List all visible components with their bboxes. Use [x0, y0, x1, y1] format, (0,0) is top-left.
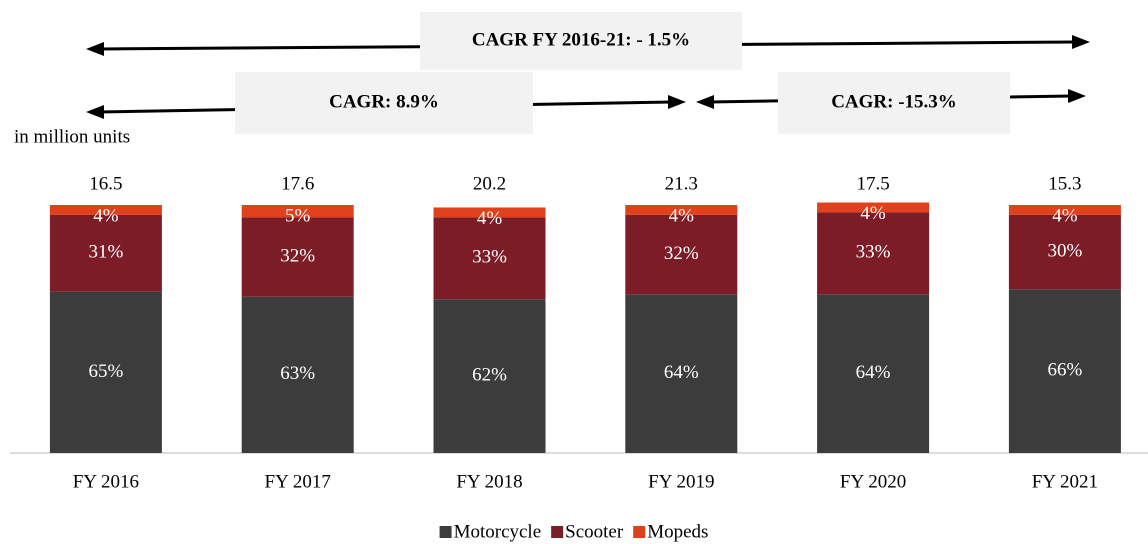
x-tick-label: FY 2019	[648, 471, 714, 492]
bar-segment	[433, 207, 546, 218]
bar-segment	[433, 299, 546, 453]
total-label: 21.3	[665, 173, 698, 194]
bar-segment	[625, 205, 738, 215]
bar-segment	[49, 214, 162, 292]
bar-segment	[433, 217, 546, 300]
total-label: 17.6	[281, 173, 314, 194]
x-tick-label: FY 2017	[265, 471, 331, 492]
x-tick-label: FY 2021	[1032, 471, 1098, 492]
x-tick-label: FY 2016	[73, 471, 139, 492]
data-label: 33%	[856, 242, 891, 263]
legend-swatch	[551, 526, 564, 538]
data-label: 63%	[280, 363, 315, 384]
legend-swatch	[439, 526, 452, 538]
arrow-head	[86, 35, 1090, 119]
legend-label: Scooter	[565, 521, 624, 542]
data-label: 65%	[88, 361, 123, 382]
bar-segment	[1008, 289, 1121, 453]
legend: Motorcycle Scooter Mopeds	[439, 521, 708, 542]
legend-label: Mopeds	[647, 521, 708, 542]
data-label: 32%	[664, 243, 699, 264]
bar-segment	[625, 294, 738, 453]
annotation: CAGR: 8.9%	[329, 91, 439, 112]
annotation-box	[778, 72, 1010, 134]
data-label: 64%	[856, 362, 891, 383]
x-tick-label: FY 2018	[456, 471, 522, 492]
bar-segment	[49, 205, 162, 215]
data-label: 32%	[280, 245, 315, 266]
total-label: 20.2	[473, 173, 506, 194]
total-label: 17.5	[856, 173, 889, 194]
bar-segment	[817, 212, 930, 295]
bar-segment	[1008, 205, 1121, 215]
bar-segment	[625, 214, 738, 295]
data-label: 64%	[664, 362, 699, 383]
bar-segment	[49, 291, 162, 453]
legend-swatch	[633, 526, 646, 538]
annotation-box	[235, 72, 533, 134]
annotation: CAGR FY 2016-21: - 1.5%	[472, 29, 690, 50]
annotation-box	[420, 12, 742, 70]
data-label: 4%	[477, 208, 503, 229]
data-label: 66%	[1047, 360, 1082, 381]
unit-label: in million units	[14, 126, 130, 147]
bar-segment	[817, 294, 930, 453]
data-label: 4%	[93, 205, 119, 226]
data-label: 33%	[472, 247, 507, 268]
total-label: 15.3	[1048, 173, 1081, 194]
data-label: 4%	[860, 203, 886, 224]
legend-label: Motorcycle	[454, 521, 542, 542]
data-label: 30%	[1047, 240, 1082, 261]
x-tick-label: FY 2020	[840, 471, 906, 492]
data-label: 4%	[669, 205, 695, 226]
data-label: 62%	[472, 364, 507, 385]
bar-segment	[817, 202, 930, 213]
bar-segment	[1008, 214, 1121, 290]
total-label: 16.5	[89, 173, 122, 194]
data-label: 4%	[1052, 205, 1078, 226]
data-label: 31%	[88, 242, 123, 263]
bar-segment	[241, 296, 354, 453]
annotation: CAGR: -15.3%	[831, 91, 957, 112]
bar-segment	[241, 217, 354, 297]
bar-segment	[241, 205, 354, 218]
data-label: 5%	[285, 205, 311, 226]
